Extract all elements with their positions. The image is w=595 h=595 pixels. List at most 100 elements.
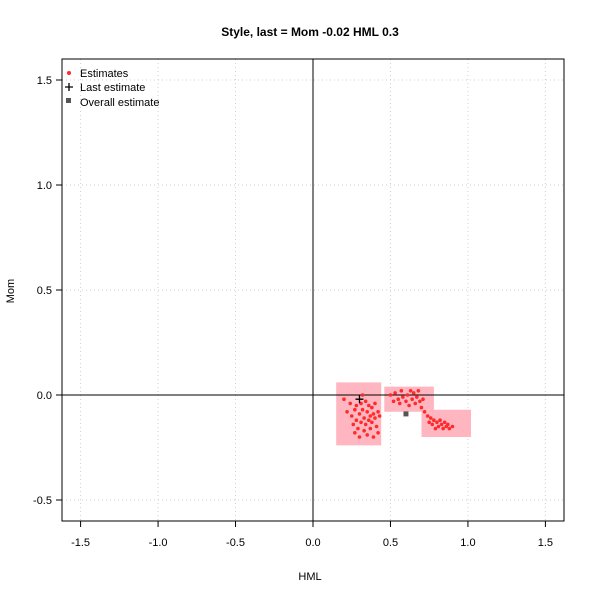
estimate-point (438, 418, 442, 423)
x-axis-ticks: -1.5 -1.0 -0.5 0.0 0.5 1.0 1.5 (71, 521, 553, 549)
y-axis-label: Mom (5, 279, 17, 303)
estimate-point (356, 426, 360, 431)
x-tick-label: 0.0 (305, 537, 320, 549)
estimate-point (348, 401, 352, 406)
estimate-point (418, 399, 422, 404)
y-axis-ticks: -0.5 0.0 0.5 1.0 1.5 (33, 75, 62, 507)
y-tick-label: 0.5 (37, 285, 52, 297)
estimate-point (388, 393, 393, 397)
estimate-point (357, 412, 362, 416)
estimate-point (413, 401, 418, 406)
x-tick-label: -1.0 (149, 537, 168, 549)
legend-last-estimate-marker (65, 83, 73, 91)
estimate-point (399, 389, 404, 393)
estimate-point (421, 397, 425, 402)
estimate-point (419, 405, 424, 410)
estimate-point (365, 433, 370, 437)
estimate-point (427, 420, 432, 425)
reference-lines (62, 59, 564, 521)
estimate-point (407, 403, 411, 408)
legend-last-estimate-label: Last estimate (80, 82, 145, 94)
last-estimate-marker (355, 395, 364, 404)
legend: Estimates Last estimate Overall estimate (65, 68, 159, 109)
estimate-point (359, 420, 363, 425)
estimate-point (441, 426, 445, 431)
x-tick-label: -1.5 (71, 537, 90, 549)
estimate-point (393, 391, 397, 395)
estimate-point (345, 410, 349, 414)
estimate-point (447, 426, 452, 431)
estimate-point (353, 431, 357, 435)
estimate-points (342, 389, 455, 439)
estimate-point (430, 422, 435, 427)
estimate-point (435, 420, 439, 425)
estimate-point (405, 393, 410, 397)
estimate-point (362, 428, 366, 433)
estimate-point (439, 422, 444, 427)
estimate-point (357, 435, 362, 439)
estimate-point (365, 410, 370, 414)
estimate-point (371, 435, 376, 439)
estimate-point (376, 410, 380, 414)
estimate-point (410, 397, 414, 402)
estimate-point (370, 405, 374, 410)
estimate-point (396, 397, 401, 402)
estimate-point (450, 424, 455, 429)
estimate-point (366, 403, 371, 408)
estimate-point (360, 393, 365, 397)
estimate-point (363, 422, 368, 427)
estimate-point (401, 395, 405, 399)
estimate-point (370, 420, 374, 425)
estimate-point (360, 407, 365, 412)
legend-overall-estimate-label: Overall estimate (80, 97, 159, 109)
estimate-region-3 (421, 409, 471, 437)
estimate-point (349, 414, 354, 418)
x-tick-label: -0.5 (226, 537, 245, 549)
estimate-point (371, 412, 376, 416)
estimate-point (404, 399, 408, 404)
estimate-point (354, 403, 359, 408)
estimate-point (425, 414, 430, 418)
chart-title: Style, last = Mom -0.02 HML 0.3 (221, 25, 399, 39)
estimate-point (397, 401, 402, 406)
y-tick-label: -0.5 (33, 495, 52, 507)
estimate-point (353, 407, 357, 412)
estimate-point (368, 426, 373, 431)
y-tick-label: 1.5 (37, 75, 52, 87)
estimate-point (342, 397, 346, 402)
estimate-point (376, 431, 380, 435)
estimate-point (416, 389, 421, 393)
estimate-point (363, 399, 368, 404)
estimate-point (428, 416, 433, 420)
estimate-point (374, 424, 379, 429)
estimate-point (432, 418, 436, 423)
estimate-point (436, 424, 441, 429)
legend-estimates-marker (67, 71, 71, 75)
legend-overall-estimate-marker (66, 98, 71, 103)
overall-estimate-marker (403, 411, 409, 417)
x-tick-label: 0.5 (383, 537, 398, 549)
estimate-point (366, 418, 371, 423)
estimate-point (373, 416, 377, 420)
estimate-point (354, 418, 359, 423)
estimate-point (391, 399, 396, 404)
estimate-point (408, 389, 413, 393)
estimate-point (377, 414, 382, 418)
y-tick-label: 0.0 (37, 390, 52, 402)
estimate-point (445, 422, 450, 427)
estimate-point (351, 422, 356, 427)
y-tick-label: 1.0 (37, 180, 52, 192)
x-axis-label: HML (298, 571, 321, 583)
estimate-point (422, 410, 427, 414)
estimate-point (362, 416, 366, 420)
estimate-point (411, 391, 416, 395)
x-tick-label: 1.0 (460, 537, 475, 549)
x-tick-label: 1.5 (538, 537, 553, 549)
legend-estimates-label: Estimates (80, 68, 129, 80)
estimate-point (368, 414, 373, 418)
estimate-point (373, 401, 377, 406)
estimate-point (415, 395, 419, 399)
estimate-point (442, 420, 447, 425)
estimate-point (433, 426, 438, 431)
